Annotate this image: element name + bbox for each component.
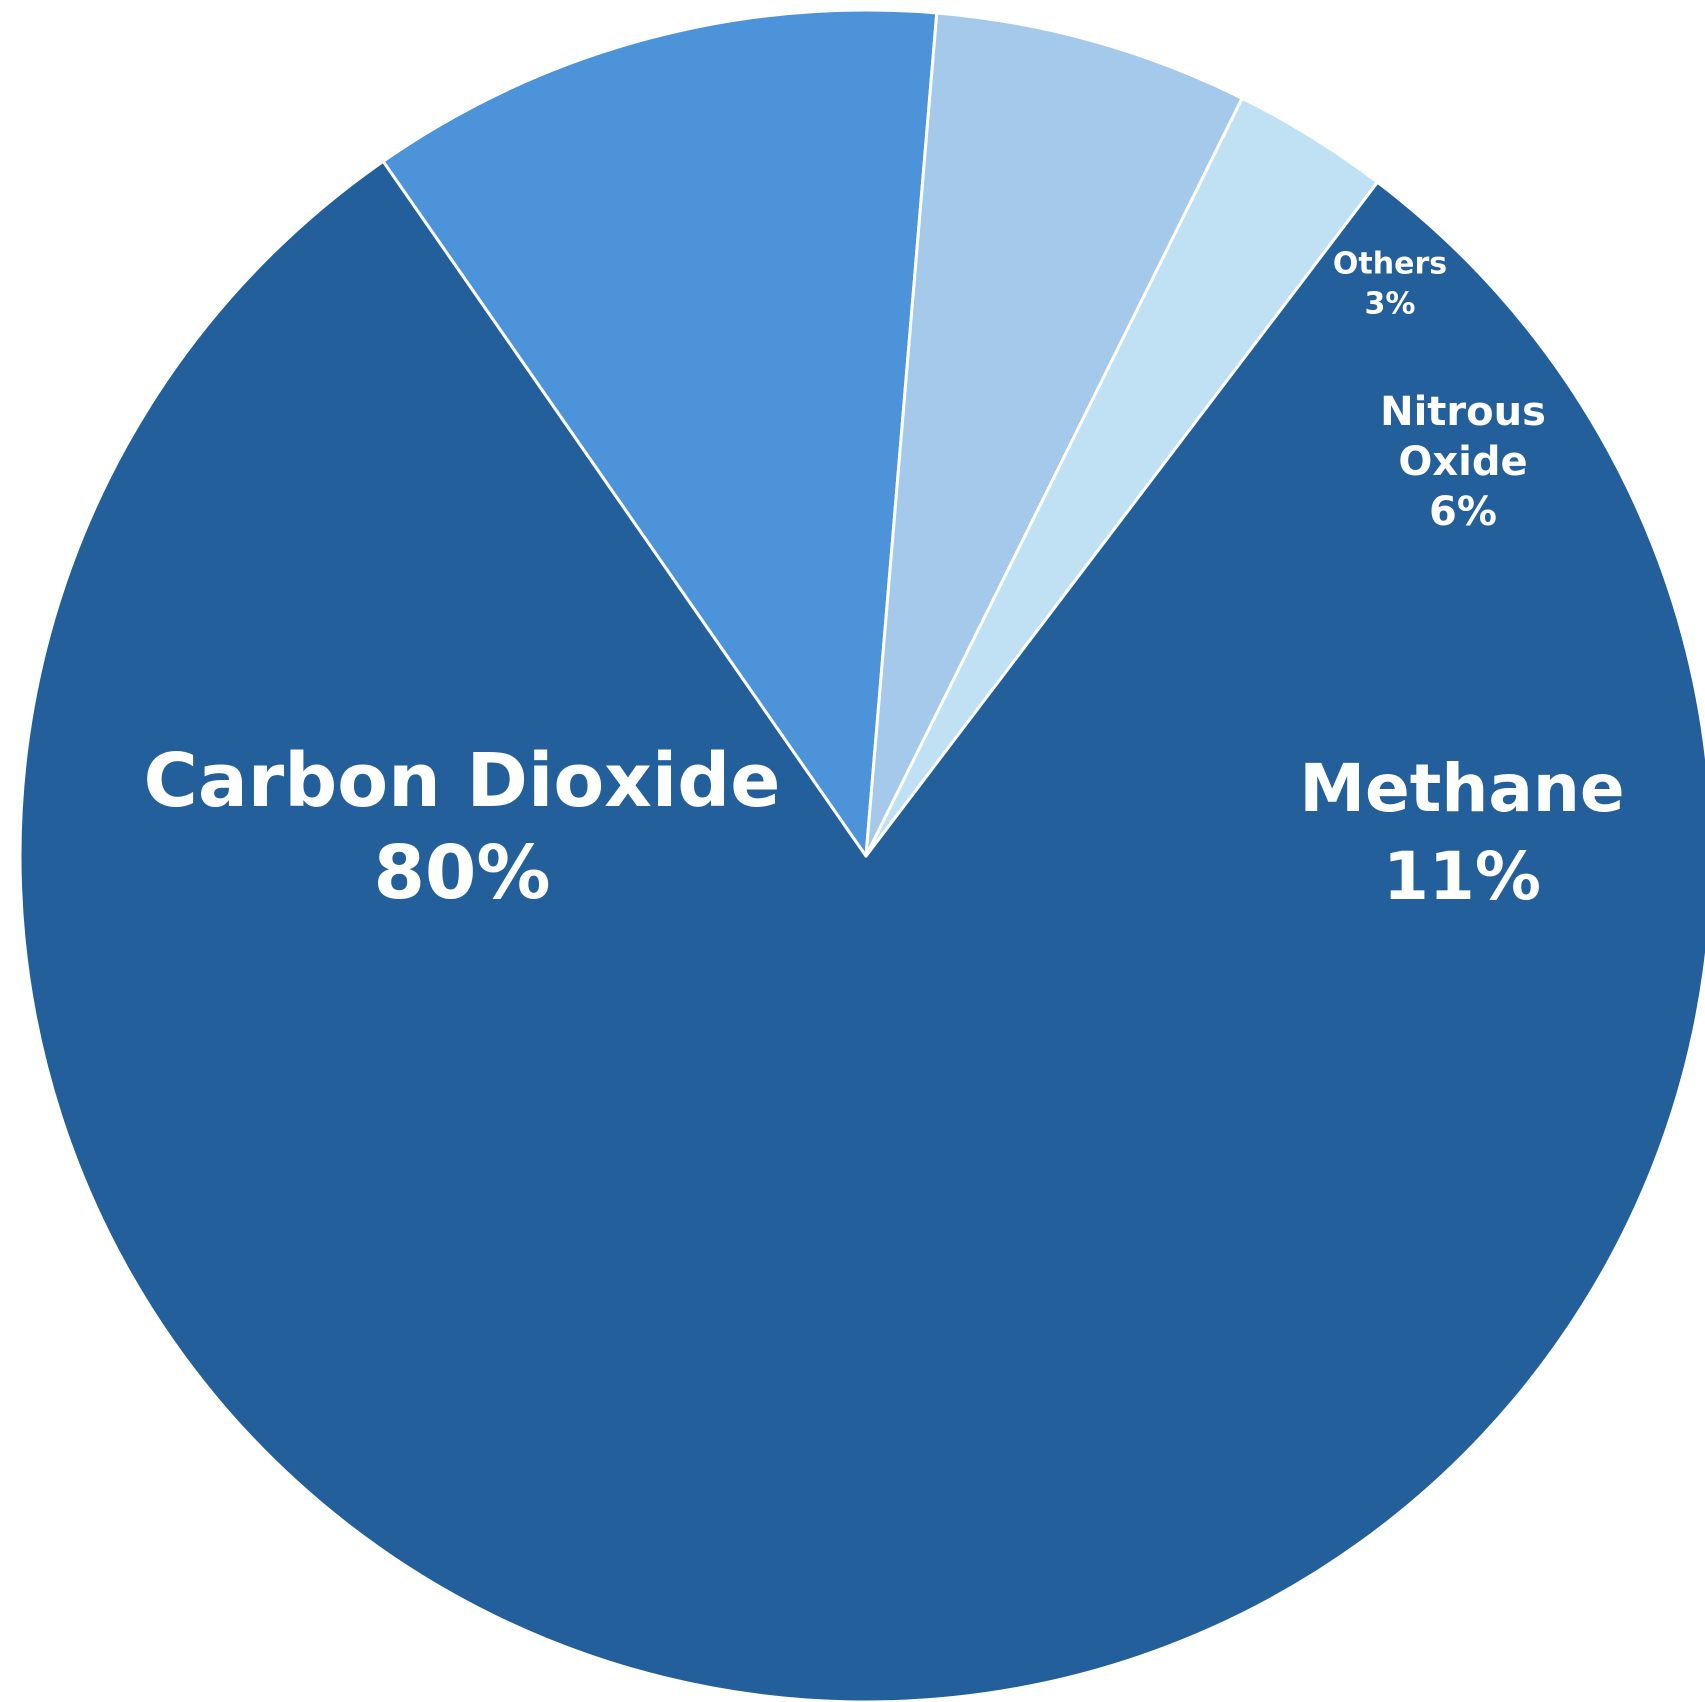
slice-name-label: Oxide [1398, 439, 1527, 485]
slice-label-nitrous-oxide: Nitrous Oxide 6% [1380, 389, 1546, 535]
slice-name-label: Others [1333, 247, 1447, 282]
slice-name-label: Carbon Dioxide [144, 738, 781, 824]
slice-label-methane: Methane 11% [1299, 750, 1624, 915]
slice-value-label: 3% [1365, 287, 1416, 322]
slice-name-label: Nitrous [1380, 389, 1546, 435]
slice-value-label: 80% [373, 830, 550, 916]
slice-value-label: 6% [1429, 489, 1497, 535]
slice-value-label: 11% [1383, 838, 1541, 915]
pie-slice-others [864, 96, 1379, 858]
slice-label-others: Others 3% [1333, 247, 1447, 322]
pie-labels: Carbon Dioxide 80% Methane 11% Nitrous Oxide 6… [144, 247, 1625, 916]
slice-label-carbon-dioxide: Carbon Dioxide 80% [144, 738, 781, 916]
pie-slices [18, 8, 1705, 1702]
pie-slice-nitrous-oxide [864, 11, 1244, 858]
pie-slice-methane [381, 8, 939, 858]
slice-name-label: Methane [1299, 750, 1624, 827]
